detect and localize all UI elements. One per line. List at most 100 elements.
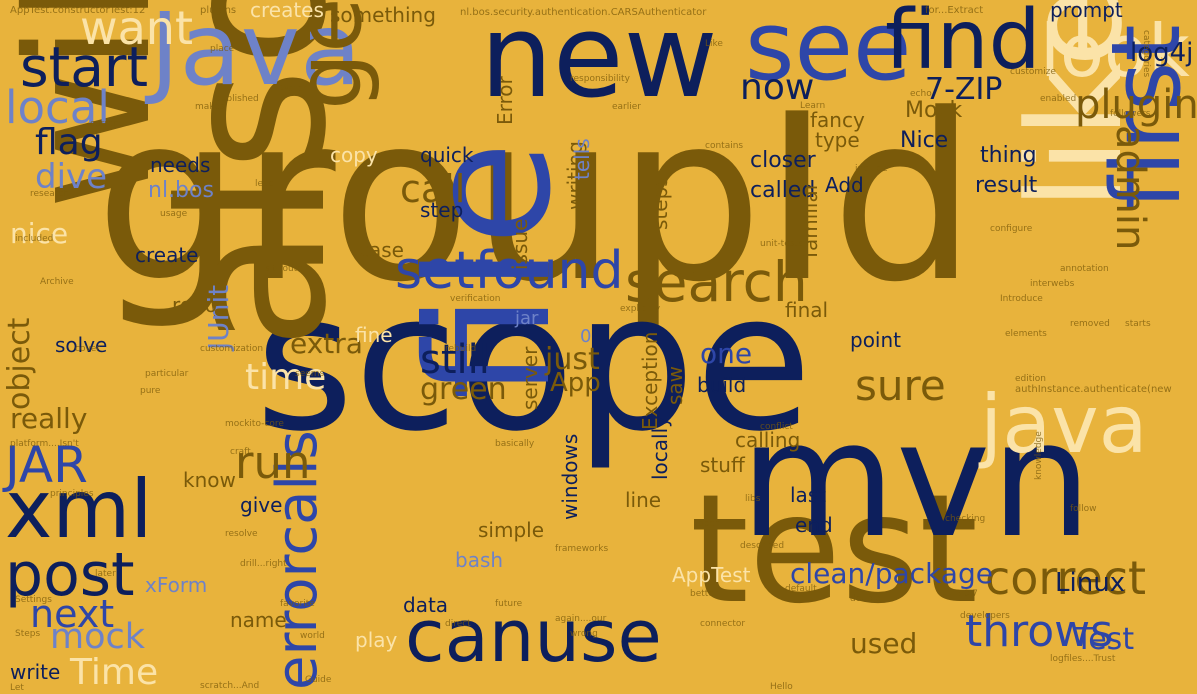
word-makes: makes xyxy=(195,102,225,112)
word-mock: mock xyxy=(50,617,146,657)
word-windows: windows xyxy=(558,433,582,520)
word-for-extract: for...Extract xyxy=(925,5,984,16)
word-open: open xyxy=(698,519,721,529)
word-direct: direct xyxy=(445,619,471,629)
word-clean-package: clean/package xyxy=(790,557,993,590)
word-unit-tests: unit-tests xyxy=(760,239,803,249)
word-pure: pure xyxy=(140,386,161,396)
word-error: Error xyxy=(493,76,517,125)
word-prompt: prompt xyxy=(1050,0,1123,22)
word-still: still xyxy=(420,337,490,383)
word-post: post xyxy=(5,540,135,610)
word-give: give xyxy=(240,493,283,517)
word-name: name xyxy=(230,608,287,632)
word-lead: lead xyxy=(255,179,275,189)
word-introduce: Introduce xyxy=(1000,294,1043,304)
word-wrong: wrong xyxy=(570,629,598,639)
word-thing: thing xyxy=(980,143,1037,168)
word-add: Add xyxy=(825,173,864,197)
word-know: know xyxy=(183,468,236,492)
word-particular: particular xyxy=(145,369,189,379)
word-learn: Learn xyxy=(800,101,826,111)
word-watch: Watch xyxy=(280,84,309,94)
word-future: future xyxy=(495,599,523,609)
word-fine: fine xyxy=(355,323,393,347)
word-nl-bos: nl.bos xyxy=(148,178,214,203)
word-guide: Guide xyxy=(305,675,332,685)
word-start: start xyxy=(20,35,149,99)
word-nice: nice xyxy=(10,217,69,250)
word-authinstance-authenticate-new: authInstance.authenticate(new xyxy=(1015,384,1172,395)
word-steps: Steps xyxy=(15,629,41,639)
word-sure: sure xyxy=(855,361,946,410)
word-edition: edition xyxy=(1015,374,1046,384)
word-type: type xyxy=(815,128,860,152)
word-creates: creates xyxy=(250,0,324,22)
word-simple: simple xyxy=(478,518,545,542)
word-now: now xyxy=(740,67,815,108)
word-nl-bos-security-authentication-carsauthenticator: nl.bos.security.authentication.CARSAuthe… xyxy=(460,7,707,18)
word-time: time xyxy=(245,357,327,398)
word-used: used xyxy=(850,627,918,660)
word-better: better xyxy=(690,589,718,599)
word-dive: dive xyxy=(35,157,108,197)
word-archive: Archive xyxy=(40,277,74,287)
word-knowledge: knowledge xyxy=(1034,431,1044,480)
word-place: place xyxy=(210,44,235,54)
word-include: include xyxy=(855,164,888,174)
word-setfound: setfound xyxy=(395,241,624,301)
word-starts: starts xyxy=(1125,319,1151,329)
word-fancy: fancy xyxy=(810,108,865,132)
word-plugins: plugins xyxy=(200,5,237,16)
word-last: last xyxy=(790,483,827,507)
word-solve: solve xyxy=(55,333,108,357)
word-mockito-core: mockito-core xyxy=(225,419,284,429)
word-canuse: canuse xyxy=(405,594,662,678)
word-mock: Mock xyxy=(905,98,963,123)
word-explicitly: explicitly xyxy=(620,304,661,314)
word-case: case xyxy=(358,238,404,262)
word-call: call xyxy=(400,167,466,211)
word-test: Test xyxy=(1075,622,1135,657)
word-copy: copy xyxy=(330,143,378,167)
word-checking: checking xyxy=(945,514,986,524)
word-want: want xyxy=(80,1,194,55)
word-line: line xyxy=(625,488,662,512)
word-step: step xyxy=(420,198,464,222)
word-issue: issue xyxy=(508,218,532,270)
word-scope: scope xyxy=(255,252,813,473)
word-data: data xyxy=(403,593,449,617)
word-time: Time xyxy=(70,652,159,693)
word-just: just xyxy=(545,342,600,377)
word-research: research xyxy=(30,189,69,199)
word-scratch-and: scratch...And xyxy=(200,681,260,691)
word-world: world xyxy=(300,631,325,641)
word-echo: echo xyxy=(910,89,932,99)
word-nice: Nice xyxy=(900,128,949,153)
word-closer: closer xyxy=(750,148,816,173)
word-java: Java xyxy=(150,0,362,108)
word-resolve: resolve xyxy=(225,529,258,539)
word-something: something xyxy=(330,3,436,27)
word-craft: craft xyxy=(230,447,251,457)
word-favorite: favorite xyxy=(280,599,315,609)
word-one: one xyxy=(700,337,753,370)
word-seems: seems xyxy=(295,369,325,379)
word-responsibility: responsibility xyxy=(570,74,630,84)
word-conflict: conflict xyxy=(760,422,793,432)
word-usage: usage xyxy=(160,209,188,219)
word-quick: quick xyxy=(420,143,474,167)
word-again-our: again....our xyxy=(555,614,607,624)
word-earlier: earlier xyxy=(612,102,641,112)
word-linux: Linux xyxy=(1055,568,1126,598)
word-build: build xyxy=(697,373,747,397)
word-find: find xyxy=(885,0,1041,88)
word-annotation: annotation xyxy=(1060,264,1109,274)
word-new: new xyxy=(480,0,718,124)
word-plugin: plugin xyxy=(1075,82,1197,128)
word-elements: elements xyxy=(1005,329,1047,339)
word-next: next xyxy=(30,592,115,636)
word-jar: JAR xyxy=(5,436,88,494)
word-point: point xyxy=(850,328,902,352)
word-follow: follow xyxy=(1070,504,1097,514)
